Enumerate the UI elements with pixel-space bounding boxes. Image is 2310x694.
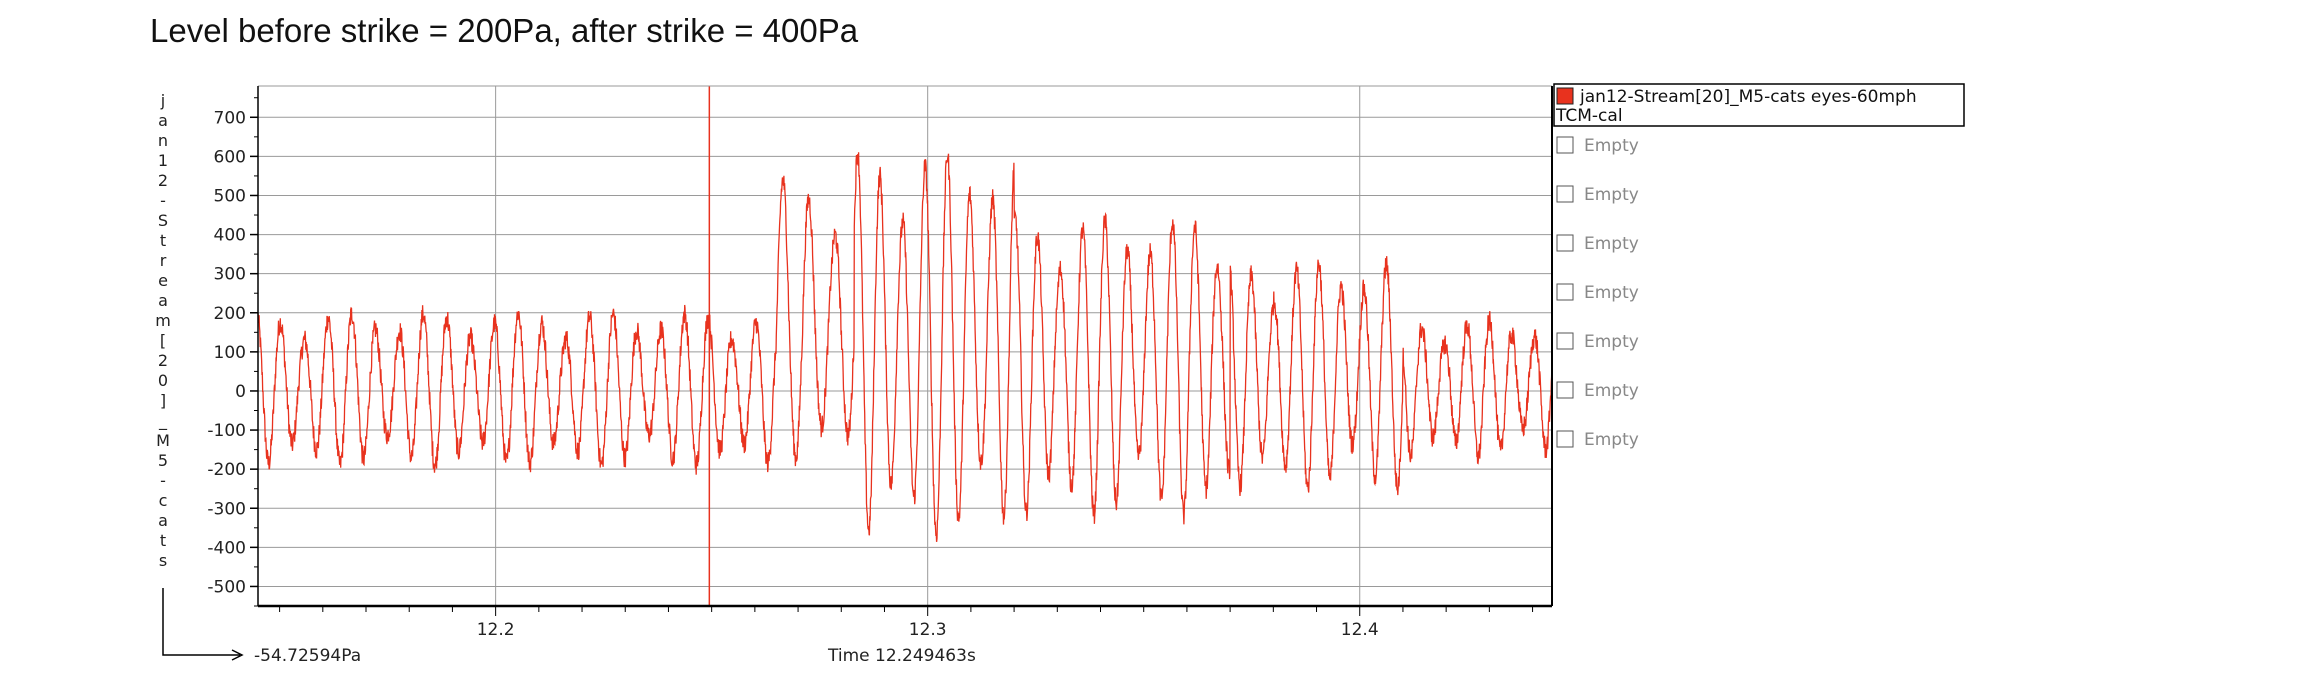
y-axis-label-char: a <box>158 111 168 130</box>
y-axis-label-char: a <box>158 291 168 310</box>
legend-empty-checkbox[interactable] <box>1556 234 1574 252</box>
y-axis-label-char: [ <box>160 331 166 350</box>
legend[interactable]: jan12-Stream[20]_M5-cats eyes-60mphTCM-c… <box>1553 83 1965 450</box>
y-tick-label: 600 <box>214 147 246 167</box>
y-axis-label-char: _ <box>158 411 168 431</box>
legend-empty-label: Empty <box>1584 283 1639 303</box>
cursor-x-readout: Time 12.249463s <box>827 646 976 666</box>
y-tick-label: -500 <box>207 577 246 597</box>
y-tick-label: -100 <box>207 421 246 441</box>
y-tick-label: 0 <box>235 382 246 402</box>
legend-series-name: jan12-Stream[20]_M5-cats eyes-60mph <box>1579 87 1917 107</box>
y-tick-label: -200 <box>207 460 246 480</box>
y-axis-label-char: c <box>159 491 168 510</box>
legend-empty-label: Empty <box>1584 185 1639 205</box>
y-tick-label: 500 <box>214 186 246 206</box>
legend-empty-label: Empty <box>1584 381 1639 401</box>
y-axis-label-char: j <box>160 91 165 110</box>
legend-empty-label: Empty <box>1584 234 1639 254</box>
y-axis-label-char: t <box>160 531 166 550</box>
chart-title: Level before strike = 200Pa, after strik… <box>150 12 859 49</box>
y-axis-label-char: r <box>160 251 167 270</box>
x-tick-label: 12.2 <box>477 620 515 640</box>
legend-empty-label: Empty <box>1584 430 1639 450</box>
y-axis-label-char: - <box>160 191 166 210</box>
origin-arrow <box>162 588 240 656</box>
legend-selected-box[interactable] <box>1553 83 1965 127</box>
y-axis-label-char: M <box>156 431 170 450</box>
y-axis-label-char: S <box>158 211 168 230</box>
cursor-readout: -54.72594Pa Time 12.249463s <box>254 646 976 666</box>
y-tick-label: 700 <box>214 108 246 128</box>
series-layer <box>257 152 1553 542</box>
x-tick-label: 12.4 <box>1341 620 1379 640</box>
y-axis-label-char: 2 <box>158 351 168 370</box>
grid-lines <box>258 86 1552 606</box>
legend-empty-checkbox[interactable] <box>1556 185 1574 203</box>
cursor-y-readout: -54.72594Pa <box>254 646 361 666</box>
legend-empty-checkbox[interactable] <box>1556 283 1574 301</box>
legend-empty-checkbox[interactable] <box>1556 136 1574 154</box>
y-tick-label: 200 <box>214 304 246 324</box>
y-axis-label-char: 0 <box>158 371 168 390</box>
y-axis-label-char: m <box>155 311 171 330</box>
y-axis-label: jan12-Stream[20]_M5-cats <box>155 91 244 661</box>
y-axis-label-char: s <box>159 551 167 570</box>
y-tick-label: 400 <box>214 226 246 246</box>
y-axis-label-char: 2 <box>158 171 168 190</box>
y-axis-label-char: 5 <box>158 451 168 470</box>
y-axis-label-char: 1 <box>158 151 168 170</box>
y-axis-label-char: ] <box>160 391 166 410</box>
axes-layer: 700 600 500 400 300 200 100 0 -100 -200 -300 -400 -5… <box>207 85 1553 640</box>
legend-swatch <box>1556 87 1574 105</box>
legend-series-name-line2: TCM-cal <box>1555 106 1623 126</box>
y-axis-label-char: - <box>160 471 166 490</box>
y-axis-label-char: a <box>158 511 168 530</box>
legend-empty-checkbox[interactable] <box>1556 332 1574 350</box>
y-axis-label-char: e <box>158 271 168 290</box>
legend-empty-checkbox[interactable] <box>1556 430 1574 448</box>
legend-empty-label: Empty <box>1584 136 1639 156</box>
y-axis-label-char: t <box>160 231 166 250</box>
y-tick-label: 300 <box>214 265 246 285</box>
x-tick-label: 12.3 <box>909 620 947 640</box>
y-tick-label: -400 <box>207 538 246 558</box>
series-line <box>257 152 1553 542</box>
y-tick-label: -300 <box>207 499 246 519</box>
legend-empty-checkbox[interactable] <box>1556 381 1574 399</box>
y-tick-label: 100 <box>214 343 246 363</box>
y-axis-label-char: n <box>158 131 168 150</box>
origin-arrow-head <box>231 649 244 661</box>
legend-empty-label: Empty <box>1584 332 1639 352</box>
